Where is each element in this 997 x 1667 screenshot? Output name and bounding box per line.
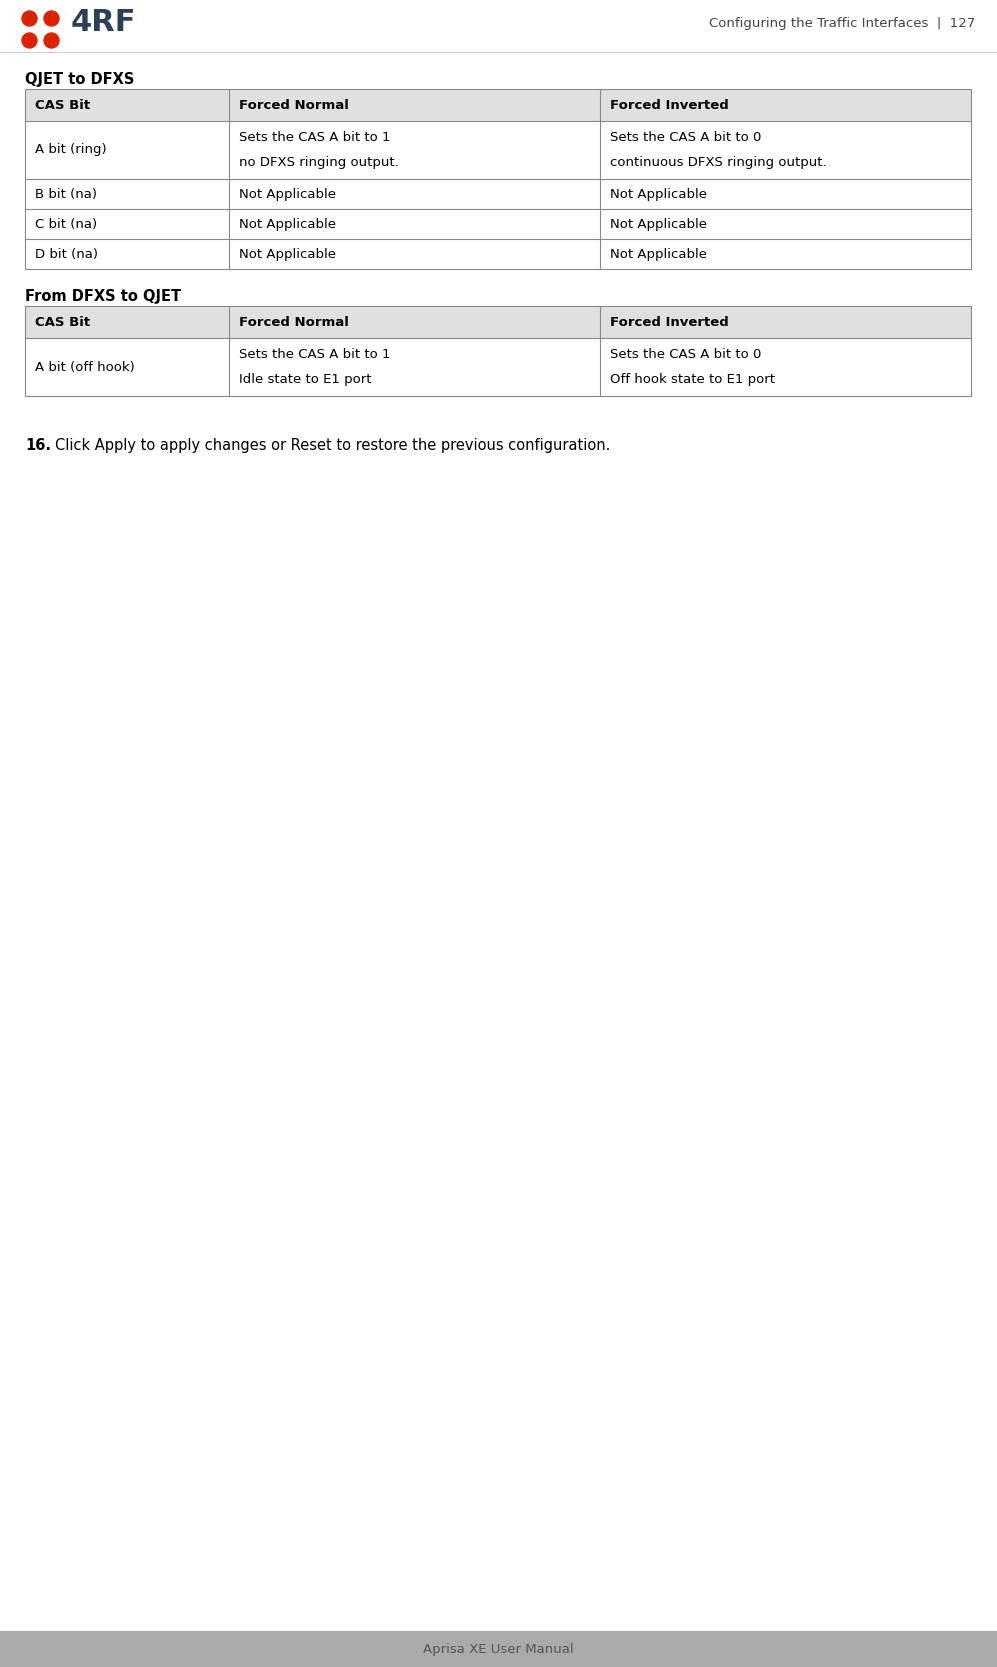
Text: D bit (na): D bit (na): [35, 247, 98, 260]
Text: Configuring the Traffic Interfaces  |  127: Configuring the Traffic Interfaces | 127: [709, 17, 975, 30]
Text: Not Applicable: Not Applicable: [238, 187, 336, 200]
Text: 16.: 16.: [25, 438, 51, 453]
Circle shape: [44, 33, 59, 48]
Text: Sets the CAS A bit to 0: Sets the CAS A bit to 0: [610, 132, 761, 145]
Text: Idle state to E1 port: Idle state to E1 port: [238, 373, 371, 385]
Text: continuous DFXS ringing output.: continuous DFXS ringing output.: [610, 155, 827, 168]
Text: Forced Normal: Forced Normal: [238, 98, 349, 112]
Text: Aprisa XE User Manual: Aprisa XE User Manual: [423, 1642, 574, 1655]
Text: Sets the CAS A bit to 1: Sets the CAS A bit to 1: [238, 348, 390, 362]
Text: A bit (ring): A bit (ring): [35, 143, 107, 157]
Text: Not Applicable: Not Applicable: [238, 247, 336, 260]
Bar: [25, 88, 971, 122]
Text: Forced Inverted: Forced Inverted: [610, 315, 729, 328]
Text: Not Applicable: Not Applicable: [610, 217, 707, 230]
Text: From DFXS to QJET: From DFXS to QJET: [25, 288, 181, 303]
Bar: [25, 307, 971, 338]
Text: Click Apply to apply changes or Reset to restore the previous configuration.: Click Apply to apply changes or Reset to…: [55, 438, 610, 453]
Text: Forced Inverted: Forced Inverted: [610, 98, 729, 112]
Text: no DFXS ringing output.: no DFXS ringing output.: [238, 155, 399, 168]
Circle shape: [22, 12, 37, 27]
Text: Not Applicable: Not Applicable: [610, 187, 707, 200]
Text: 4RF: 4RF: [71, 7, 137, 37]
Text: A bit (off hook): A bit (off hook): [35, 360, 135, 373]
Text: Off hook state to E1 port: Off hook state to E1 port: [610, 373, 775, 385]
Bar: [0, 1630, 997, 1667]
Text: B bit (na): B bit (na): [35, 187, 97, 200]
Text: Not Applicable: Not Applicable: [238, 217, 336, 230]
Bar: [25, 307, 971, 397]
Text: Sets the CAS A bit to 0: Sets the CAS A bit to 0: [610, 348, 761, 362]
Text: Sets the CAS A bit to 1: Sets the CAS A bit to 1: [238, 132, 390, 145]
Text: QJET to DFXS: QJET to DFXS: [25, 72, 135, 87]
Text: C bit (na): C bit (na): [35, 217, 97, 230]
Text: CAS Bit: CAS Bit: [35, 315, 90, 328]
Bar: [25, 88, 971, 268]
Circle shape: [22, 33, 37, 48]
Text: Not Applicable: Not Applicable: [610, 247, 707, 260]
Text: CAS Bit: CAS Bit: [35, 98, 90, 112]
Circle shape: [44, 12, 59, 27]
Text: Forced Normal: Forced Normal: [238, 315, 349, 328]
